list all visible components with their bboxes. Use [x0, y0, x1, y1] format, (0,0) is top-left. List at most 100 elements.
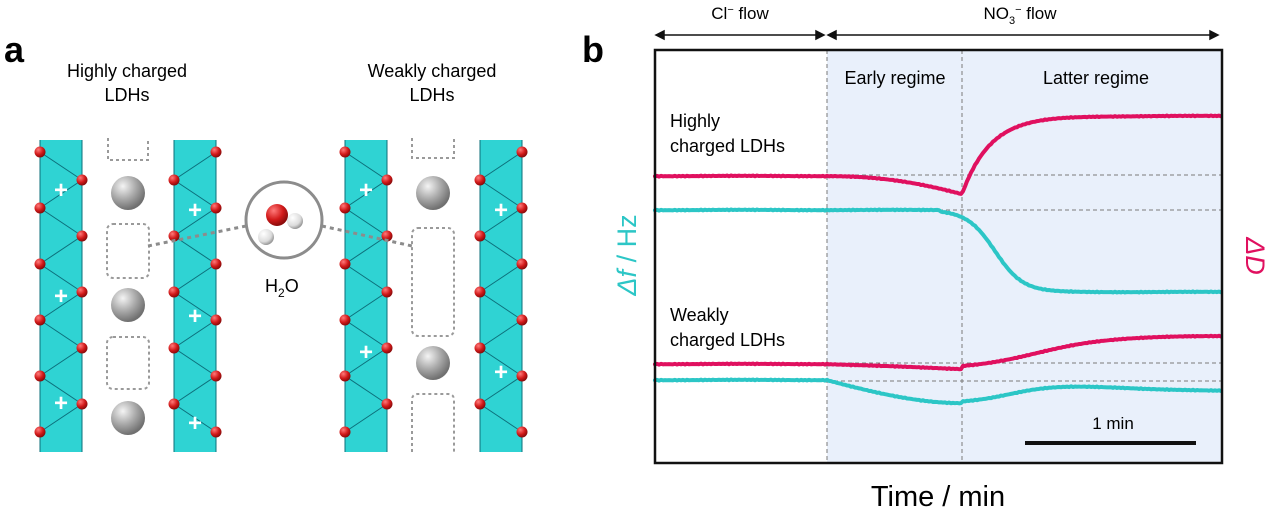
oxygen-atom-icon: [516, 314, 528, 326]
octahedron-edge: [344, 319, 388, 349]
highly-charged-delta-f-trace: [653, 207, 1223, 295]
octahedron-edge: [479, 291, 523, 321]
oxygen-atom-icon: [381, 398, 393, 410]
weakly-charged-trace-label: Weakly: [670, 305, 729, 325]
water-site-box: [106, 336, 150, 390]
positive-charge-icon: +: [188, 197, 202, 224]
oxygen-atom-icon: [76, 286, 88, 298]
oxygen-atom-icon: [339, 146, 351, 158]
oxygen-atom-icon: [76, 174, 88, 186]
octahedron-edge: [173, 263, 217, 293]
oxygen-atom-icon: [339, 202, 351, 214]
octahedron-edge: [479, 375, 523, 405]
octahedron-edge: [344, 235, 388, 265]
scale-bar-label: 1 min: [1092, 414, 1134, 433]
oxygen-atom-icon: [474, 286, 486, 298]
x-axis-label: Time / min: [871, 481, 1005, 512]
oxygen-atom-icon: [168, 398, 180, 410]
highly-charged-trace-label: Highly: [670, 111, 720, 131]
oxygen-atom-icon: [34, 370, 46, 382]
octahedron-edge: [479, 179, 523, 209]
no3-regime-shade: [827, 50, 1222, 463]
highly-charged-title-ldhs: LDHs: [104, 85, 149, 105]
y-axis-left-label: Δf / Hz: [612, 214, 642, 296]
octahedron-edge: [344, 347, 388, 377]
octahedron-edge: [39, 207, 83, 237]
panel-a-label: a: [4, 29, 25, 70]
oxygen-atom-icon: [381, 230, 393, 242]
ldh-layer: [34, 140, 88, 452]
arrow-head-icon: [654, 29, 665, 41]
oxygen-atom-icon: [474, 342, 486, 354]
weakly-charged-delta-f-trace: [653, 377, 1223, 406]
octahedron-edge: [39, 235, 83, 265]
oxygen-atom-icon: [339, 370, 351, 382]
octahedron-edge: [173, 375, 217, 405]
positive-charge-icon: +: [54, 390, 68, 417]
anion-ball: [111, 401, 145, 435]
water-site-box: [411, 393, 455, 452]
highly-charged-delta-d-trace: [653, 113, 1223, 196]
octahedron-edge: [173, 347, 217, 377]
positive-charge-marks: + + + + + + + + + +: [54, 177, 508, 437]
octahedron-edge: [39, 291, 83, 321]
octahedron-edge: [479, 403, 523, 433]
positive-charge-icon: +: [494, 359, 508, 386]
octahedron-edge: [479, 319, 523, 349]
plot-frame: [653, 48, 1224, 465]
oxygen-atom-icon: [381, 286, 393, 298]
oxygen-atom-icon: [381, 174, 393, 186]
positive-charge-icon: +: [359, 177, 373, 204]
octahedron-edge: [173, 291, 217, 321]
y-axis-right-label: ΔD: [1240, 236, 1270, 275]
octahedron-edge: [344, 375, 388, 405]
anion-ball: [111, 176, 145, 210]
oxygen-atom-icon: [210, 146, 222, 158]
ldh-layers: [34, 140, 528, 452]
positive-charge-icon: +: [494, 197, 508, 224]
octahedron-edge: [173, 207, 217, 237]
weakly-charged-delta-d-trace: [653, 333, 1223, 372]
octahedron-edge: [39, 375, 83, 405]
octahedron-edge: [479, 263, 523, 293]
octahedron-edge: [173, 179, 217, 209]
octahedron-edge: [479, 347, 523, 377]
octahedron-edge: [344, 403, 388, 433]
callout-connector: [147, 224, 247, 248]
oxygen-atom-icon: [339, 426, 351, 438]
positive-charge-icon: +: [54, 177, 68, 204]
oxygen-atom-icon: [516, 426, 528, 438]
oxygen-atom-icon: [516, 258, 528, 270]
hydrogen-atom-icon: [287, 213, 303, 229]
octahedron-edge: [39, 151, 83, 181]
latter-regime-label: Latter regime: [1043, 68, 1149, 88]
oxygen-atom-icon: [168, 342, 180, 354]
ldh-sheet: [345, 140, 387, 452]
weakly-charged-title: Weakly charged: [368, 61, 497, 81]
oxygen-atom-icon: [339, 258, 351, 270]
oxygen-atom-icon: [34, 202, 46, 214]
highly-charged-trace-label-2: charged LDHs: [670, 136, 785, 156]
oxygen-atom-icon: [474, 398, 486, 410]
oxygen-atom-icon: [339, 314, 351, 326]
ldh-layer: [474, 140, 528, 452]
oxygen-atom-icon: [168, 230, 180, 242]
anion-ball: [416, 346, 450, 380]
octahedron-edge: [39, 263, 83, 293]
oxygen-atom-icon: [210, 314, 222, 326]
anion-ball: [416, 176, 450, 210]
octahedron-edge: [344, 207, 388, 237]
water-site-box: [411, 138, 455, 159]
oxygen-atom-icon: [516, 202, 528, 214]
no3-flow-label: NO3− flow: [983, 4, 1057, 27]
oxygen-atom-icon: [168, 174, 180, 186]
octahedron-edge: [479, 235, 523, 265]
water-site-box: [106, 223, 150, 279]
arrow-head-icon: [1209, 29, 1220, 41]
ldh-layer: [339, 140, 393, 452]
hydrogen-atom-icon: [258, 229, 274, 245]
oxygen-atom-icon: [381, 342, 393, 354]
arrow-head-icon: [826, 29, 837, 41]
oxygen-atom-icon: [474, 230, 486, 242]
